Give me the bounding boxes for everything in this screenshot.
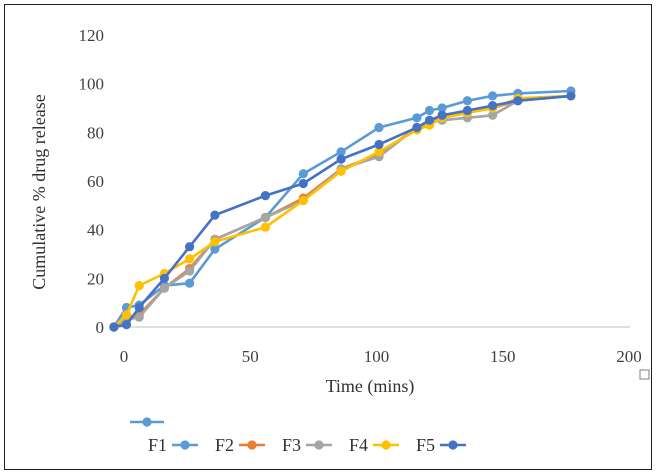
- y-tick-label: 0: [96, 318, 105, 337]
- x-axis-title: Time (mins): [326, 376, 415, 397]
- data-point: [374, 122, 384, 133]
- y-tick-labels: 0 20 40 60 80 100 120: [79, 26, 105, 337]
- legend-label: F5: [416, 435, 435, 455]
- legend-label: F3: [282, 435, 301, 455]
- legend-item-f1: F1: [148, 435, 198, 455]
- data-point: [566, 91, 576, 101]
- chart-frame: [4, 4, 652, 470]
- x-tick-label: 0: [120, 347, 129, 366]
- y-tick-label: 20: [87, 269, 104, 288]
- data-point: [185, 278, 195, 288]
- data-point: [412, 113, 422, 123]
- legend-item-f5: F5: [416, 435, 466, 455]
- data-point: [210, 244, 220, 254]
- series-f2: [109, 91, 576, 332]
- y-tick-label: 80: [87, 123, 104, 142]
- series-line: [113, 94, 572, 329]
- data-point: [185, 254, 195, 264]
- data-point: [210, 210, 220, 220]
- data-point: [488, 101, 498, 111]
- data-point: [462, 96, 472, 106]
- data-point: [210, 237, 220, 247]
- data-point: [109, 322, 119, 332]
- y-tick-label: 60: [87, 172, 104, 191]
- legend: F1 F2 F3 F4 F5: [130, 417, 466, 455]
- x-tick-labels: 0 50 100 150 200: [120, 347, 642, 366]
- y-axis-title: Cumulative % drug release: [29, 94, 49, 289]
- data-point: [513, 96, 523, 106]
- legend-item-f2: F2: [215, 435, 265, 455]
- data-point: [134, 302, 144, 313]
- y-tick-label: 40: [87, 221, 104, 240]
- data-point: [134, 312, 144, 322]
- data-point: [462, 105, 472, 116]
- data-point: [260, 191, 270, 201]
- data-point: [336, 154, 346, 164]
- legend-item-f4: F4: [349, 435, 399, 455]
- data-point: [424, 115, 435, 125]
- resize-handle-icon: [639, 369, 650, 380]
- data-point: [185, 266, 195, 276]
- y-tick-label: 120: [79, 26, 105, 45]
- data-point: [185, 242, 195, 252]
- series-f1: [109, 86, 576, 332]
- legend-label: F2: [215, 435, 234, 455]
- data-point: [121, 320, 132, 330]
- data-point: [437, 103, 447, 113]
- series-f3: [109, 91, 576, 332]
- legend-label: F4: [349, 435, 368, 455]
- data-point: [134, 281, 144, 291]
- data-point: [374, 139, 384, 150]
- x-tick-label: 200: [616, 347, 642, 366]
- data-point: [412, 122, 422, 133]
- legend-label: F1: [148, 435, 167, 455]
- y-tick-label: 100: [79, 75, 105, 94]
- legend-marker: [448, 440, 458, 450]
- data-point: [298, 169, 308, 179]
- data-point: [336, 166, 346, 176]
- legend-marker-extra: [130, 417, 164, 427]
- data-point: [159, 273, 169, 283]
- data-point: [336, 147, 346, 157]
- legend-marker: [247, 440, 257, 450]
- data-point: [424, 105, 435, 116]
- legend-marker: [381, 440, 391, 450]
- legend-marker: [314, 440, 324, 450]
- x-tick-label: 50: [242, 347, 259, 366]
- data-point: [488, 110, 498, 120]
- data-point: [159, 283, 169, 293]
- data-point: [488, 91, 498, 101]
- series-line: [112, 89, 571, 328]
- data-point: [437, 110, 447, 120]
- data-point: [260, 222, 270, 232]
- x-tick-label: 100: [364, 347, 390, 366]
- series-line: [113, 94, 572, 329]
- data-point: [374, 147, 384, 157]
- series-group: [109, 86, 576, 332]
- series-line: [112, 94, 571, 328]
- series-f4: [109, 91, 576, 332]
- legend-item-f3: F3: [282, 435, 332, 455]
- data-point: [260, 212, 270, 223]
- data-point: [298, 178, 308, 189]
- legend-marker: [180, 440, 190, 450]
- x-tick-label: 150: [490, 347, 516, 366]
- data-point: [121, 310, 132, 320]
- series-f5: [109, 91, 576, 332]
- series-line: [113, 94, 572, 329]
- data-point: [298, 195, 308, 206]
